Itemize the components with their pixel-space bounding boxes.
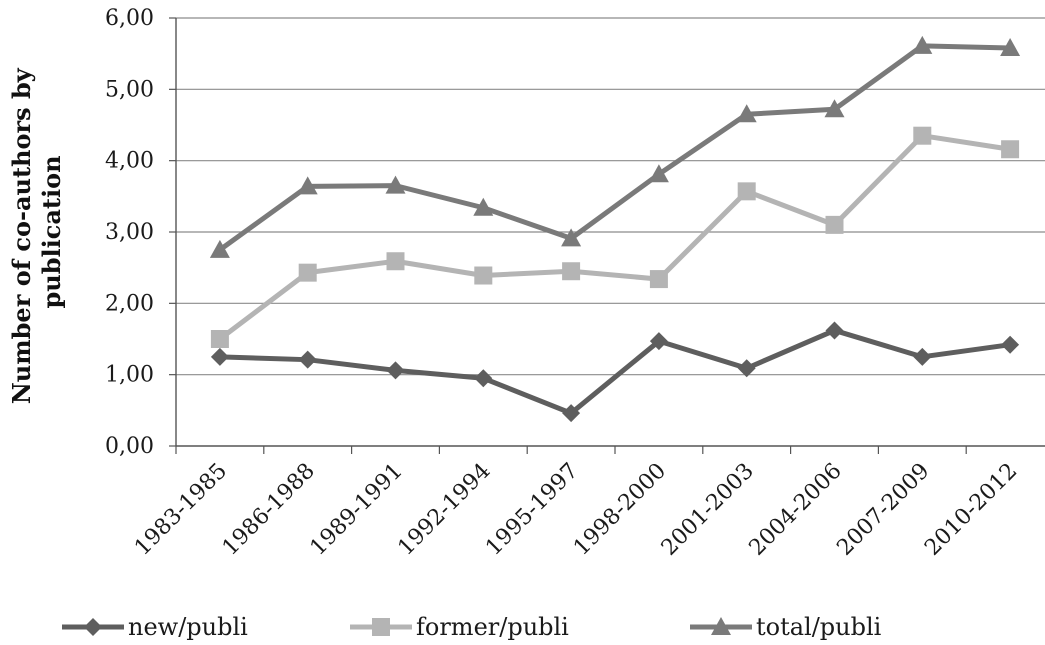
legend-swatch-marker bbox=[372, 618, 390, 636]
x-tick-label: 1992-1994 bbox=[393, 459, 495, 561]
series bbox=[209, 35, 1021, 423]
data-point bbox=[1001, 140, 1020, 159]
y-tick-label: 1,00 bbox=[105, 363, 154, 388]
data-point bbox=[385, 175, 406, 194]
data-point bbox=[561, 228, 582, 247]
data-point bbox=[825, 215, 844, 234]
y-tick-label: 5,00 bbox=[105, 77, 154, 102]
series-total-publi bbox=[209, 35, 1021, 258]
series-new-publi bbox=[210, 321, 1020, 423]
x-tick-label: 1989-1991 bbox=[306, 459, 408, 561]
axes bbox=[169, 17, 1045, 454]
data-point bbox=[649, 332, 668, 351]
data-point bbox=[736, 104, 757, 123]
x-tick-labels: 1983-19851986-19881989-19911992-19941995… bbox=[130, 459, 1022, 561]
x-tick-label: 1983-1985 bbox=[130, 459, 232, 561]
data-point bbox=[386, 361, 405, 380]
legend-label: former/publi bbox=[416, 613, 569, 641]
legend-item: former/publi bbox=[350, 613, 569, 641]
data-point bbox=[649, 270, 668, 289]
x-tick-label: 2001-2003 bbox=[657, 459, 759, 561]
data-point bbox=[386, 252, 405, 271]
y-axis-title: Number of co-authors by publication bbox=[7, 60, 66, 404]
data-point bbox=[298, 263, 317, 282]
legend-label: new/publi bbox=[128, 613, 248, 641]
y-axis-title-line-2: publication bbox=[37, 155, 66, 308]
data-point bbox=[473, 197, 494, 216]
data-point bbox=[562, 262, 581, 281]
data-point bbox=[474, 369, 493, 388]
y-axis-title-line-1: Number of co-authors by bbox=[7, 67, 36, 404]
data-point bbox=[737, 182, 756, 201]
x-tick-label: 2007-2009 bbox=[832, 459, 934, 561]
data-point bbox=[562, 404, 581, 423]
data-point bbox=[298, 350, 317, 369]
legend-swatch-marker bbox=[711, 617, 731, 635]
series-former-publi bbox=[210, 126, 1020, 348]
y-tick-label: 6,00 bbox=[105, 6, 154, 31]
data-point bbox=[913, 347, 932, 366]
legend: new/publi former/publi total/publi bbox=[62, 613, 882, 641]
data-point bbox=[912, 35, 933, 54]
data-point bbox=[1001, 335, 1020, 354]
legend-label: total/publi bbox=[756, 613, 882, 641]
series-line bbox=[219, 327, 1011, 416]
y-tick-label: 3,00 bbox=[105, 220, 154, 245]
data-point bbox=[913, 126, 932, 145]
x-tick-label: 1986-1988 bbox=[218, 459, 320, 561]
data-point bbox=[648, 164, 669, 183]
series-line bbox=[218, 43, 1011, 252]
y-tick-label: 4,00 bbox=[105, 149, 154, 174]
data-point bbox=[209, 239, 230, 258]
x-tick-label: 1998-2000 bbox=[569, 459, 671, 561]
data-point bbox=[1000, 37, 1021, 56]
x-tick-label: 1995-1997 bbox=[481, 459, 583, 561]
legend-swatch-marker bbox=[84, 618, 102, 636]
y-tick-label: 0,00 bbox=[105, 434, 154, 459]
y-tick-label: 2,00 bbox=[105, 291, 154, 316]
data-point bbox=[210, 347, 229, 366]
data-point bbox=[825, 321, 844, 340]
data-point bbox=[297, 176, 318, 195]
series-line bbox=[218, 133, 1011, 341]
gridlines bbox=[176, 17, 1045, 376]
data-point bbox=[210, 330, 229, 348]
legend-item: total/publi bbox=[690, 613, 882, 641]
data-point bbox=[824, 99, 845, 118]
data-point bbox=[474, 266, 493, 285]
data-point bbox=[737, 359, 756, 378]
x-tick-label: 2010-2012 bbox=[920, 459, 1022, 561]
legend-item: new/publi bbox=[62, 613, 248, 641]
x-tick-label: 2004-2006 bbox=[745, 459, 847, 561]
y-tick-labels: 0,00 1,00 2,00 3,00 4,00 5,00 6,00 bbox=[105, 6, 154, 459]
